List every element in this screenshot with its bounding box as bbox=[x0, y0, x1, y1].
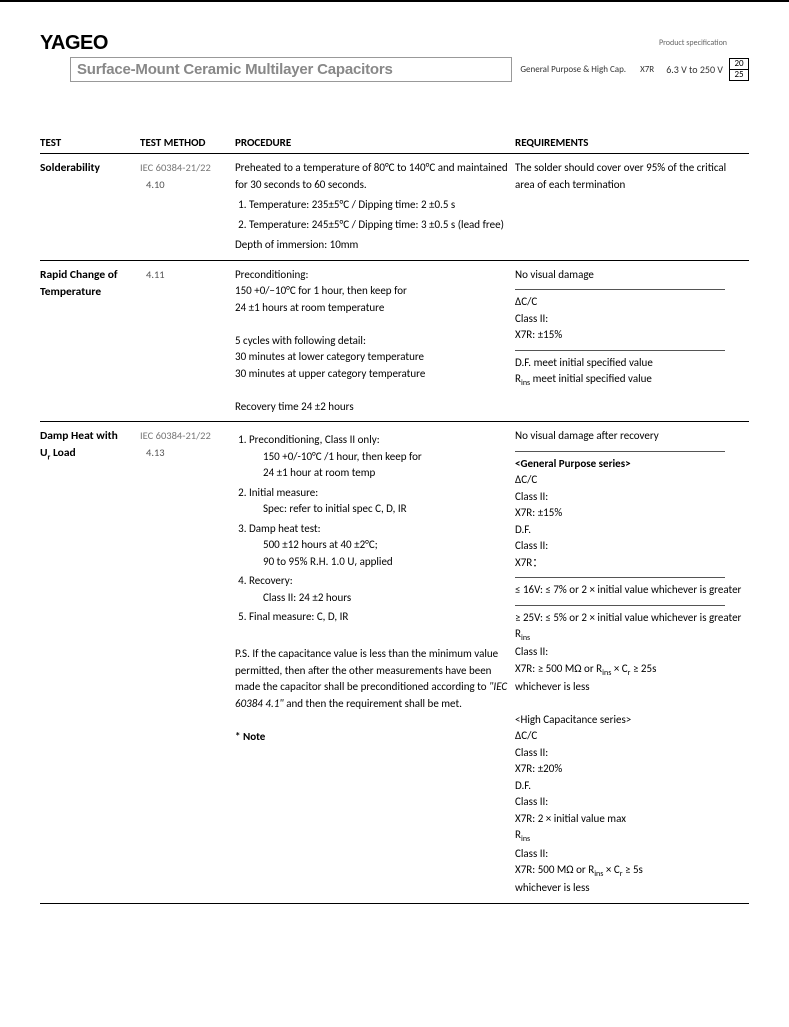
method-number: 4.10 bbox=[140, 178, 165, 191]
req-text: X7R: 500 MΩ or Rins × Cr ≥ 5s bbox=[515, 862, 743, 880]
req-text: Rins bbox=[515, 626, 743, 644]
product-spec-label: Product specification bbox=[659, 38, 727, 48]
cap-type: X7R bbox=[634, 64, 660, 75]
procedure-cell: Preconditioning: 150 +0/−10°C for 1 hour… bbox=[235, 260, 515, 422]
page-total: 25 bbox=[730, 70, 748, 80]
page-number-box: 20 25 bbox=[729, 58, 749, 81]
proc-text: P.S. If the capacitance value is less th… bbox=[235, 646, 509, 712]
req-text: ≤ 16V: ≤ 7% or 2 × initial value whichev… bbox=[515, 582, 743, 599]
col-header-test: TEST bbox=[40, 132, 140, 154]
requirements-cell: The solder should cover over 95% of the … bbox=[515, 154, 749, 261]
method-number: 4.13 bbox=[140, 446, 165, 459]
proc-item: Initial measure: Spec: refer to initial … bbox=[249, 485, 509, 518]
procedure-cell: Preconditioning, Class II only: 150 +0/-… bbox=[235, 422, 515, 904]
req-text: Class II: bbox=[515, 538, 743, 555]
proc-text: 5 cycles with following detail: bbox=[235, 333, 509, 350]
req-text: D.F. bbox=[515, 778, 743, 795]
req-text: ≥ 25V: ≤ 5% or 2 × initial value whichev… bbox=[515, 610, 743, 627]
req-text: Class II: bbox=[515, 644, 743, 661]
req-text: whichever is less bbox=[515, 880, 743, 897]
req-text: Rins meet initial specified value bbox=[515, 371, 743, 389]
method-standard: IEC 60384-21/22 bbox=[140, 429, 211, 442]
proc-text: Depth of immersion: 10mm bbox=[235, 237, 509, 254]
proc-note: * Note bbox=[235, 729, 509, 746]
col-header-requirements: REQUIREMENTS bbox=[515, 132, 749, 154]
proc-text: Recovery time 24 ±2 hours bbox=[235, 399, 509, 416]
proc-item: Temperature: 235±5°C / Dipping time: 2 ±… bbox=[249, 197, 509, 214]
req-text: ΔC/C bbox=[515, 472, 743, 489]
req-text: Class II: bbox=[515, 846, 743, 863]
procedure-cell: Preheated to a temperature of 80°C to 14… bbox=[235, 154, 515, 261]
table-row: Rapid Change of Temperature 4.11 Precond… bbox=[40, 260, 749, 422]
req-text: X7R: ≥ 500 MΩ or Rins × Cr ≥ 25s bbox=[515, 661, 743, 679]
req-text: Class II: bbox=[515, 745, 743, 762]
subtitle: General Purpose & High Cap. bbox=[512, 64, 634, 75]
req-text: X7R: 2 × initial value max bbox=[515, 811, 743, 828]
req-text: X7R: ±20% bbox=[515, 761, 743, 778]
method-standard: IEC 60384-21/22 bbox=[140, 161, 211, 174]
req-text: Rins bbox=[515, 827, 743, 845]
test-name: Rapid Change of Temperature bbox=[40, 268, 118, 299]
test-name: Damp Heat with Ur Load bbox=[40, 429, 118, 460]
req-heading: <General Purpose series> bbox=[515, 456, 743, 473]
req-text: Class II: bbox=[515, 489, 743, 506]
title-bar: Surface-Mount Ceramic Multilayer Capacit… bbox=[70, 57, 512, 82]
proc-item: Preconditioning, Class II only: 150 +0/-… bbox=[249, 432, 509, 482]
req-text: X7R： bbox=[515, 555, 743, 572]
req-text: X7R: ±15% bbox=[515, 505, 743, 522]
proc-text: 30 minutes at upper category temperature bbox=[235, 366, 509, 383]
col-header-method: TEST METHOD bbox=[140, 132, 235, 154]
requirements-cell: No visual damage after recovery <General… bbox=[515, 422, 749, 904]
proc-text: 150 +0/−10°C for 1 hour, then keep for bbox=[235, 283, 509, 300]
req-text: Class II: bbox=[515, 311, 743, 328]
proc-text: Preconditioning: bbox=[235, 267, 509, 284]
req-text: The solder should cover over 95% of the … bbox=[515, 160, 743, 193]
spec-table: TEST TEST METHOD PROCEDURE REQUIREMENTS … bbox=[40, 132, 749, 904]
req-text: D.F. bbox=[515, 522, 743, 539]
table-row: Solderability IEC 60384-21/22 4.10 Prehe… bbox=[40, 154, 749, 261]
document-header: YAGEO Product specification Surface-Moun… bbox=[40, 32, 749, 82]
proc-item: Damp heat test: 500 ±12 hours at 40 ±2°C… bbox=[249, 521, 509, 571]
proc-item: Temperature: 245±5°C / Dipping time: 3 ±… bbox=[249, 217, 509, 234]
req-text: ΔC/C bbox=[515, 294, 743, 311]
proc-text: Preheated to a temperature of 80°C to 14… bbox=[235, 160, 509, 193]
proc-item: Recovery: Class II: 24 ±2 hours bbox=[249, 573, 509, 606]
req-text: No visual damage bbox=[515, 267, 743, 284]
proc-item: Final measure: C, D, IR bbox=[249, 609, 509, 626]
req-text: D.F. meet initial specified value bbox=[515, 355, 743, 372]
req-text: No visual damage after recovery bbox=[515, 428, 743, 445]
document-title: Surface-Mount Ceramic Multilayer Capacit… bbox=[77, 61, 393, 78]
col-header-procedure: PROCEDURE bbox=[235, 132, 515, 154]
method-number: 4.11 bbox=[140, 268, 165, 281]
req-text: whichever is less bbox=[515, 679, 743, 696]
requirements-cell: No visual damage ΔC/C Class II: X7R: ±15… bbox=[515, 260, 749, 422]
voltage-range: 6.3 V to 250 V bbox=[660, 63, 729, 76]
test-name: Solderability bbox=[40, 161, 100, 175]
req-text: Class II: bbox=[515, 794, 743, 811]
proc-text: 24 ±1 hours at room temperature bbox=[235, 300, 509, 317]
req-text: X7R: ±15% bbox=[515, 327, 743, 344]
brand-logo: YAGEO bbox=[40, 32, 108, 55]
proc-text: 30 minutes at lower category temperature bbox=[235, 349, 509, 366]
req-heading: <High Capacitance series> bbox=[515, 712, 743, 729]
req-text: ΔC/C bbox=[515, 728, 743, 745]
table-row: Damp Heat with Ur Load IEC 60384-21/22 4… bbox=[40, 422, 749, 904]
